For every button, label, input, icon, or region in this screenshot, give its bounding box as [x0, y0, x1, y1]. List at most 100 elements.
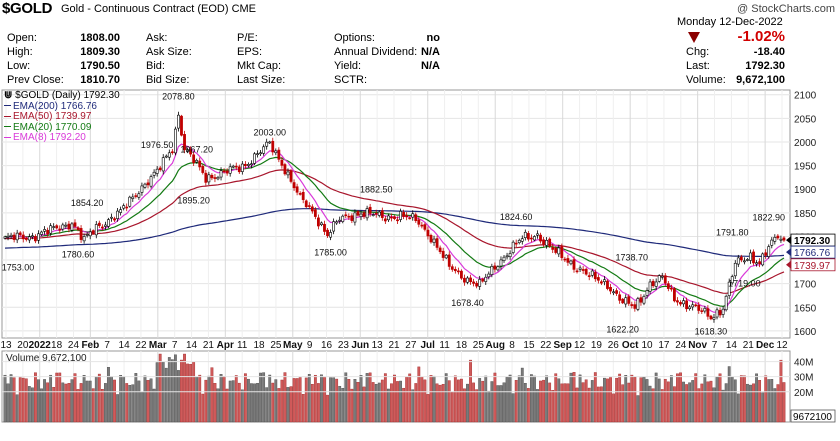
candle-body [733, 262, 737, 277]
volume-bar [265, 387, 269, 423]
candle-body [673, 288, 676, 302]
candle-body [475, 282, 479, 287]
volume-bar [280, 379, 284, 423]
price-annotation: 1976.50 [141, 140, 174, 150]
price-annotation: 1822.90 [752, 213, 785, 223]
volume-bar [277, 388, 281, 423]
volume-bar [119, 375, 123, 423]
volume-bar [712, 387, 716, 423]
x-tick-label: 7 [104, 340, 110, 351]
volume-bar [131, 384, 135, 423]
volume-bar [669, 375, 673, 423]
volume-bar [43, 379, 46, 423]
watermark[interactable]: @ StockCharts.com [737, 3, 835, 15]
volume-bar [679, 372, 682, 423]
volume-bar [12, 377, 16, 423]
candle-body [715, 309, 719, 318]
candle-body [180, 115, 183, 136]
candle-body [374, 212, 378, 215]
volume-bar [110, 376, 113, 423]
volume-bar [97, 373, 101, 423]
candle-body [107, 219, 110, 227]
volume-bar [15, 394, 19, 423]
volume-bar [107, 367, 110, 423]
candle-body [320, 222, 323, 226]
volume-bar [523, 382, 527, 423]
volume-bar [323, 377, 326, 423]
candle-body [572, 259, 576, 270]
candle-body [566, 258, 570, 263]
volume-bar [654, 372, 658, 423]
last-size-label: Last Size: [237, 74, 286, 86]
candle-body [749, 252, 752, 261]
candle-icon: ⋓ [4, 90, 13, 101]
x-tick-label: 21 [203, 340, 215, 351]
candle-body [225, 170, 229, 174]
x-tick-label: 24 [675, 340, 687, 351]
volume-bar [204, 379, 208, 423]
volume-bar [368, 372, 372, 423]
x-tick-label: Jun [351, 340, 369, 351]
candle-body [61, 224, 65, 230]
legend-title: ⋓ $GOLD (Daily) 1792.30 [4, 90, 120, 102]
high-label: High: [7, 46, 33, 58]
candle-body [432, 238, 436, 243]
volume-bar [61, 382, 65, 423]
candle-body [609, 287, 612, 292]
dividend-label: Annual Dividend: [334, 46, 418, 58]
volume-bar [222, 376, 226, 423]
candle-body [119, 209, 123, 213]
volume-bar [164, 367, 168, 423]
prev-close-value: 1810.70 [80, 74, 120, 86]
volume-bars [3, 353, 786, 423]
legend-ema20-label: EMA(20) 1770.09 [13, 121, 92, 133]
volume-bar [386, 388, 390, 423]
exchange-label: CME [231, 3, 257, 15]
volume-bar [435, 383, 439, 423]
candle-body [21, 234, 25, 240]
ema8-swatch [4, 136, 11, 138]
candle-body [490, 266, 494, 275]
candle-body [164, 155, 168, 158]
candle-body [335, 221, 339, 224]
quote-header: $GOLD Gold - Continuous Contract (EOD) C… [0, 0, 840, 90]
change-percent: -1.02% [737, 28, 785, 45]
candle-body [204, 172, 208, 183]
y-tick-label: 1950 [794, 162, 817, 173]
candle-body [703, 308, 707, 312]
x-tick-label: 7 [172, 340, 178, 351]
volume-bar [697, 388, 701, 423]
ema50-line [4, 169, 785, 294]
x-tick-label: Mar [149, 340, 167, 351]
x-tick-label: Aug [485, 340, 504, 351]
x-tick-label: 12 [574, 340, 586, 351]
candle-body [155, 168, 159, 174]
candle-body [170, 151, 174, 154]
candle-body [146, 182, 150, 186]
y-tick-label: 1900 [794, 185, 817, 196]
candle-body [739, 256, 743, 261]
volume-bar [581, 382, 585, 423]
volume-bar [551, 390, 555, 423]
candle-body [371, 214, 375, 216]
candle-body [76, 227, 80, 230]
volume-bar [703, 374, 707, 423]
volume-bar [572, 372, 576, 423]
volume-bar [201, 393, 205, 423]
volume-value-box [790, 409, 836, 423]
candle-body [511, 241, 515, 253]
volume-bar [630, 374, 634, 423]
candle-body [149, 176, 153, 187]
candle-body [356, 211, 360, 216]
volume-bar [213, 383, 217, 423]
volume-bar [700, 383, 704, 423]
x-tick-label: Nov [688, 340, 707, 351]
volume-bar [563, 383, 567, 423]
candle-body [253, 153, 256, 164]
candle-body [73, 222, 77, 227]
volume-bar [636, 395, 640, 423]
candle-body [782, 237, 786, 241]
volume-bar [234, 375, 238, 423]
candle-body [624, 297, 628, 305]
